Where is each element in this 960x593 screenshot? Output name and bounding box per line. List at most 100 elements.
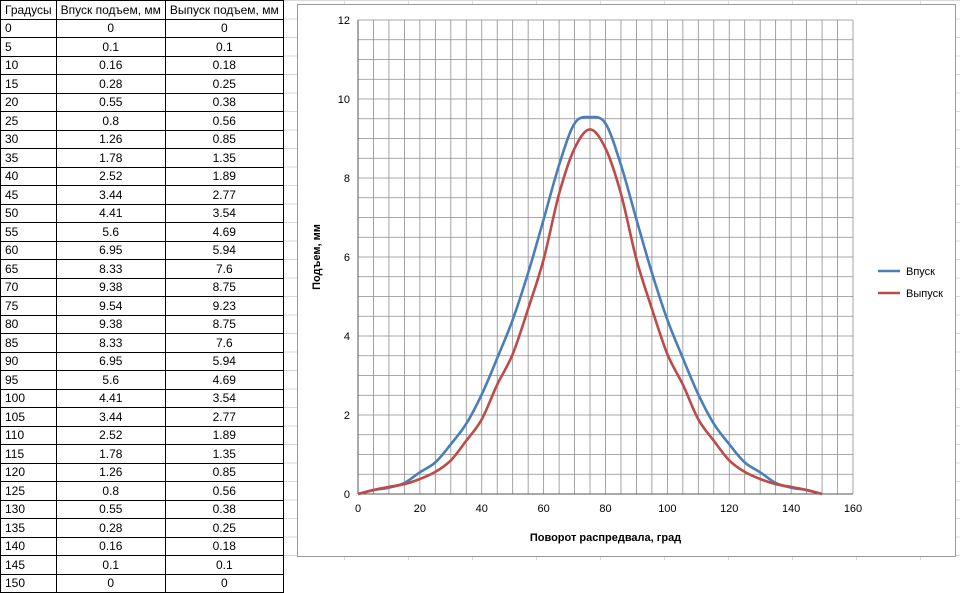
cell-degrees[interactable]: 70 bbox=[0, 277, 57, 297]
cell-intake-lift[interactable]: 4.41 bbox=[55, 388, 166, 408]
table-row: 40 2.52 1.89 bbox=[0, 166, 284, 186]
cell-intake-lift[interactable]: 0.28 bbox=[55, 518, 166, 538]
cell-exhaust-lift[interactable]: 0 bbox=[164, 18, 284, 38]
cell-exhaust-lift[interactable]: 5.94 bbox=[164, 351, 284, 371]
header-degrees[interactable]: Градусы bbox=[0, 0, 57, 20]
cell-exhaust-lift[interactable]: 0.1 bbox=[164, 555, 284, 575]
cell-intake-lift[interactable]: 0.55 bbox=[55, 92, 166, 112]
cell-degrees[interactable]: 75 bbox=[0, 296, 57, 316]
cell-exhaust-lift[interactable]: 0.38 bbox=[164, 92, 284, 112]
cell-exhaust-lift[interactable]: 7.6 bbox=[164, 333, 284, 353]
cell-intake-lift[interactable]: 2.52 bbox=[55, 425, 166, 445]
cell-degrees[interactable]: 105 bbox=[0, 407, 57, 427]
cell-intake-lift[interactable]: 0.1 bbox=[55, 37, 166, 57]
cell-intake-lift[interactable]: 3.44 bbox=[55, 185, 166, 205]
cell-degrees[interactable]: 135 bbox=[0, 518, 57, 538]
cell-exhaust-lift[interactable]: 3.54 bbox=[164, 203, 284, 223]
cell-degrees[interactable]: 110 bbox=[0, 425, 57, 445]
cell-exhaust-lift[interactable]: 1.35 bbox=[164, 444, 284, 464]
cell-degrees[interactable]: 60 bbox=[0, 240, 57, 260]
cell-degrees[interactable]: 15 bbox=[0, 74, 57, 94]
cell-degrees[interactable]: 115 bbox=[0, 444, 57, 464]
cell-exhaust-lift[interactable]: 0.25 bbox=[164, 74, 284, 94]
cell-degrees[interactable]: 0 bbox=[0, 18, 57, 38]
cell-degrees[interactable]: 125 bbox=[0, 481, 57, 501]
cell-exhaust-lift[interactable]: 1.89 bbox=[164, 166, 284, 186]
cell-intake-lift[interactable]: 0 bbox=[55, 18, 166, 38]
cell-exhaust-lift[interactable]: 0.85 bbox=[164, 129, 284, 149]
cell-exhaust-lift[interactable]: 7.6 bbox=[164, 259, 284, 279]
cell-intake-lift[interactable]: 1.26 bbox=[55, 462, 166, 482]
cell-intake-lift[interactable]: 6.95 bbox=[55, 351, 166, 371]
cell-intake-lift[interactable]: 9.38 bbox=[55, 277, 166, 297]
cell-degrees[interactable]: 10 bbox=[0, 55, 57, 75]
cell-exhaust-lift[interactable]: 8.75 bbox=[164, 277, 284, 297]
cell-exhaust-lift[interactable]: 2.77 bbox=[164, 407, 284, 427]
cell-degrees[interactable]: 130 bbox=[0, 499, 57, 519]
cell-exhaust-lift[interactable]: 3.54 bbox=[164, 388, 284, 408]
cell-degrees[interactable]: 30 bbox=[0, 129, 57, 149]
cell-degrees[interactable]: 150 bbox=[0, 573, 57, 593]
cell-intake-lift[interactable]: 0.28 bbox=[55, 74, 166, 94]
cell-exhaust-lift[interactable]: 0.18 bbox=[164, 536, 284, 556]
cell-degrees[interactable]: 20 bbox=[0, 92, 57, 112]
cell-intake-lift[interactable]: 0.8 bbox=[55, 481, 166, 501]
cell-intake-lift[interactable]: 0.16 bbox=[55, 55, 166, 75]
cell-exhaust-lift[interactable]: 0.56 bbox=[164, 481, 284, 501]
cell-exhaust-lift[interactable]: 0.38 bbox=[164, 499, 284, 519]
cell-exhaust-lift[interactable]: 0 bbox=[164, 573, 284, 593]
cell-intake-lift[interactable]: 8.33 bbox=[55, 259, 166, 279]
cell-exhaust-lift[interactable]: 1.89 bbox=[164, 425, 284, 445]
cell-intake-lift[interactable]: 3.44 bbox=[55, 407, 166, 427]
cell-degrees[interactable]: 100 bbox=[0, 388, 57, 408]
chart-legend: Впуск Выпуск bbox=[878, 266, 943, 300]
cell-intake-lift[interactable]: 8.33 bbox=[55, 333, 166, 353]
cell-intake-lift[interactable]: 6.95 bbox=[55, 240, 166, 260]
header-intake-lift[interactable]: Впуск подъем, мм bbox=[55, 0, 166, 20]
cell-exhaust-lift[interactable]: 0.18 bbox=[164, 55, 284, 75]
y-tick-label: 8 bbox=[344, 173, 350, 185]
cell-exhaust-lift[interactable]: 5.94 bbox=[164, 240, 284, 260]
cell-degrees[interactable]: 25 bbox=[0, 111, 57, 131]
cell-exhaust-lift[interactable]: 0.56 bbox=[164, 111, 284, 131]
cell-intake-lift[interactable]: 0.55 bbox=[55, 499, 166, 519]
header-exhaust-lift[interactable]: Выпуск подъем, мм bbox=[164, 0, 284, 20]
cell-intake-lift[interactable]: 0.16 bbox=[55, 536, 166, 556]
cell-intake-lift[interactable]: 9.54 bbox=[55, 296, 166, 316]
cell-degrees[interactable]: 90 bbox=[0, 351, 57, 371]
cell-degrees[interactable]: 145 bbox=[0, 555, 57, 575]
cell-degrees[interactable]: 80 bbox=[0, 314, 57, 334]
cell-exhaust-lift[interactable]: 9.23 bbox=[164, 296, 284, 316]
cell-intake-lift[interactable]: 0.1 bbox=[55, 555, 166, 575]
cell-exhaust-lift[interactable]: 4.69 bbox=[164, 222, 284, 242]
cell-exhaust-lift[interactable]: 8.75 bbox=[164, 314, 284, 334]
cell-exhaust-lift[interactable]: 2.77 bbox=[164, 185, 284, 205]
cell-intake-lift[interactable]: 1.78 bbox=[55, 444, 166, 464]
cell-degrees[interactable]: 140 bbox=[0, 536, 57, 556]
cell-degrees[interactable]: 40 bbox=[0, 166, 57, 186]
cell-intake-lift[interactable]: 5.6 bbox=[55, 370, 166, 390]
cell-degrees[interactable]: 95 bbox=[0, 370, 57, 390]
cell-intake-lift[interactable]: 1.26 bbox=[55, 129, 166, 149]
cell-intake-lift[interactable]: 2.52 bbox=[55, 166, 166, 186]
cell-exhaust-lift[interactable]: 4.69 bbox=[164, 370, 284, 390]
cell-degrees[interactable]: 5 bbox=[0, 37, 57, 57]
cell-intake-lift[interactable]: 4.41 bbox=[55, 203, 166, 223]
cell-intake-lift[interactable]: 5.6 bbox=[55, 222, 166, 242]
chart-area[interactable]: 0 20 40 60 80 100 120 140 160 0 2 4 6 8 10 12 Поворот р… bbox=[297, 4, 956, 557]
cell-exhaust-lift[interactable]: 1.35 bbox=[164, 148, 284, 168]
cell-intake-lift[interactable]: 0.8 bbox=[55, 111, 166, 131]
cell-intake-lift[interactable]: 1.78 bbox=[55, 148, 166, 168]
cell-degrees[interactable]: 50 bbox=[0, 203, 57, 223]
cell-degrees[interactable]: 55 bbox=[0, 222, 57, 242]
cell-degrees[interactable]: 35 bbox=[0, 148, 57, 168]
cell-degrees[interactable]: 45 bbox=[0, 185, 57, 205]
cell-exhaust-lift[interactable]: 0.1 bbox=[164, 37, 284, 57]
cell-degrees[interactable]: 85 bbox=[0, 333, 57, 353]
cell-degrees[interactable]: 65 bbox=[0, 259, 57, 279]
cell-intake-lift[interactable]: 9.38 bbox=[55, 314, 166, 334]
cell-degrees[interactable]: 120 bbox=[0, 462, 57, 482]
cell-exhaust-lift[interactable]: 0.25 bbox=[164, 518, 284, 538]
cell-exhaust-lift[interactable]: 0.85 bbox=[164, 462, 284, 482]
cell-intake-lift[interactable]: 0 bbox=[55, 573, 166, 593]
